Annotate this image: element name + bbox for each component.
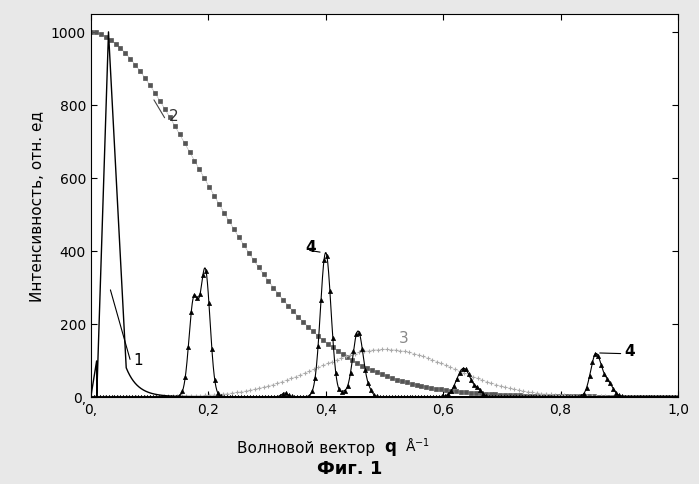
Text: 4: 4 [305,239,317,254]
Text: Волновой вектор: Волновой вектор [236,440,384,455]
Y-axis label: Интенсивность, отн. ед: Интенсивность, отн. ед [30,110,45,301]
Text: 1: 1 [133,352,143,367]
Text: 3: 3 [399,330,409,345]
Text: $\mathregular{\AA}^{-1}$: $\mathregular{\AA}^{-1}$ [405,436,431,454]
Text: 4: 4 [624,343,635,358]
Text: 2: 2 [168,109,178,124]
Text: Фиг. 1: Фиг. 1 [317,459,382,477]
Text: $\mathbf{q}$: $\mathbf{q}$ [384,439,397,457]
